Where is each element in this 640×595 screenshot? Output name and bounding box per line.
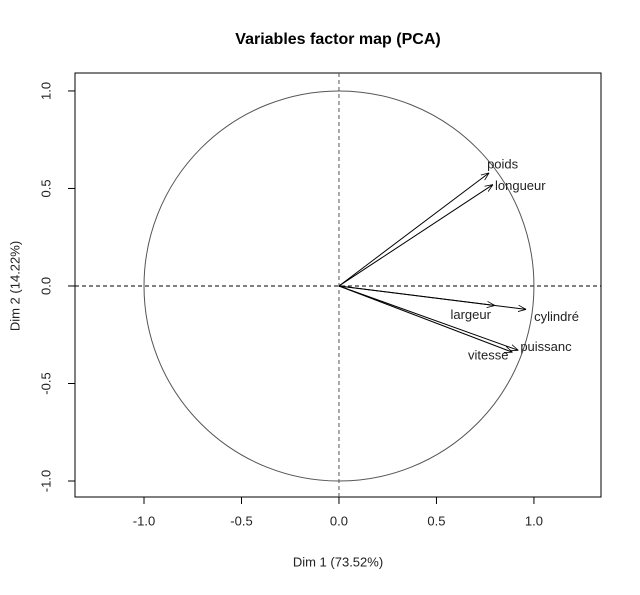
- x-tick-label: -0.5: [230, 513, 252, 528]
- variable-arrow: [338, 185, 493, 287]
- variable-label: poids: [487, 156, 519, 171]
- y-tick-label: -1.0: [38, 470, 53, 492]
- y-tick-label: -0.5: [38, 372, 53, 394]
- unit-circle: [143, 90, 535, 482]
- y-tick-label: 0.0: [38, 277, 53, 295]
- variable-arrow: [338, 285, 495, 306]
- plot-frame: [74, 72, 602, 498]
- x-tick-label: 1.0: [525, 513, 543, 528]
- variable-arrow: [338, 173, 489, 287]
- y-tick-label: 0.5: [38, 179, 53, 197]
- variable-arrow: [338, 285, 518, 350]
- x-tick-label: 0.0: [330, 513, 348, 528]
- y-axis-label: Dim 2 (14.22%): [7, 241, 22, 331]
- variable-label: puissanc: [520, 339, 572, 354]
- x-tick-label: -1.0: [133, 513, 155, 528]
- variable-label: longueur: [495, 178, 546, 193]
- x-tick-label: 0.5: [427, 513, 445, 528]
- x-axis-label: Dim 1 (73.52%): [293, 554, 383, 569]
- variable-arrow: [338, 285, 513, 352]
- variable-label: vitesse: [468, 348, 508, 363]
- y-tick-label: 1.0: [38, 82, 53, 100]
- variable-label: largeur: [450, 307, 491, 322]
- variable-label: cylindré: [534, 309, 579, 324]
- chart-title: Variables factor map (PCA): [235, 31, 440, 48]
